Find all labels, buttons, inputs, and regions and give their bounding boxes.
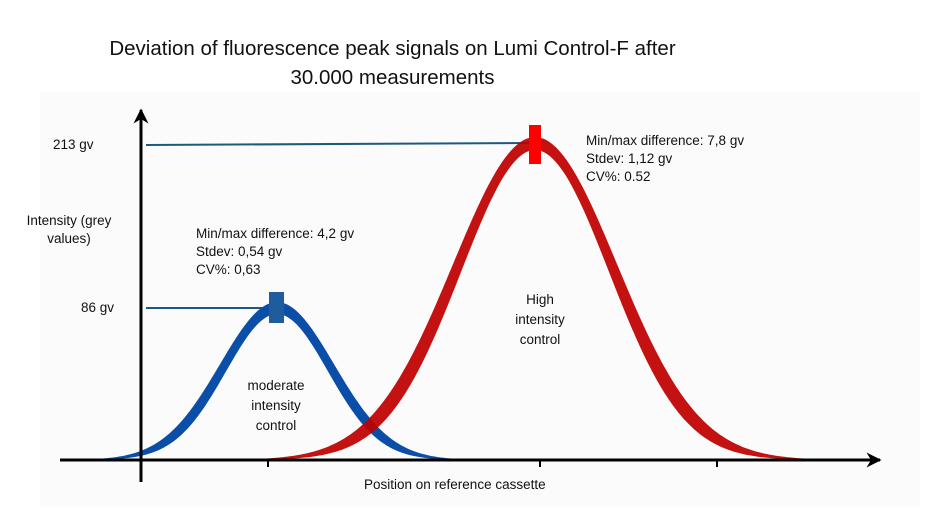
- moderate-peak-marker: [269, 292, 284, 323]
- high-label-line-2: intensity: [515, 312, 565, 327]
- high-minmax: Min/max difference: 7,8 gv: [586, 133, 745, 148]
- high-cv: CV%: 0.52: [586, 169, 651, 184]
- high-label-line-3: control: [519, 332, 561, 347]
- reference-line-213: [145, 142, 531, 146]
- moderate-label-line-2: intensity: [251, 398, 301, 413]
- y-tick-label-86: 86 gv: [81, 300, 115, 315]
- y-axis-label-line-2: values): [47, 231, 91, 246]
- high-peak-marker: [529, 125, 541, 164]
- y-tick-label-213: 213 gv: [53, 137, 94, 152]
- moderate-stats: Min/max difference: 4,2 gv Stdev: 0,54 g…: [196, 225, 354, 279]
- y-axis-label-line-1: Intensity (grey: [26, 213, 112, 228]
- diagram-title: Deviation of fluorescence peak signals o…: [0, 34, 785, 92]
- title-line-1: Deviation of fluorescence peak signals o…: [109, 37, 676, 60]
- high-stdev: Stdev: 1,12 gv: [586, 151, 673, 166]
- moderate-minmax: Min/max difference: 4,2 gv: [196, 226, 355, 241]
- x-axis-label: Position on reference cassette: [364, 477, 546, 492]
- title-line-2: 30.000 measurements: [290, 66, 495, 89]
- y-axis-label: Intensity (grey values): [14, 212, 124, 248]
- moderate-control-label: moderate intensity control: [226, 376, 326, 436]
- high-control-label: High intensity control: [490, 290, 590, 350]
- high-label-line-1: High: [526, 292, 554, 307]
- high-stats: Min/max difference: 7,8 gv Stdev: 1,12 g…: [586, 132, 744, 186]
- moderate-stdev: Stdev: 0,54 gv: [196, 244, 283, 259]
- moderate-label-line-1: moderate: [247, 378, 305, 393]
- diagram-background: [40, 92, 920, 507]
- moderate-label-line-3: control: [255, 418, 297, 433]
- moderate-cv: CV%: 0,63: [196, 262, 261, 277]
